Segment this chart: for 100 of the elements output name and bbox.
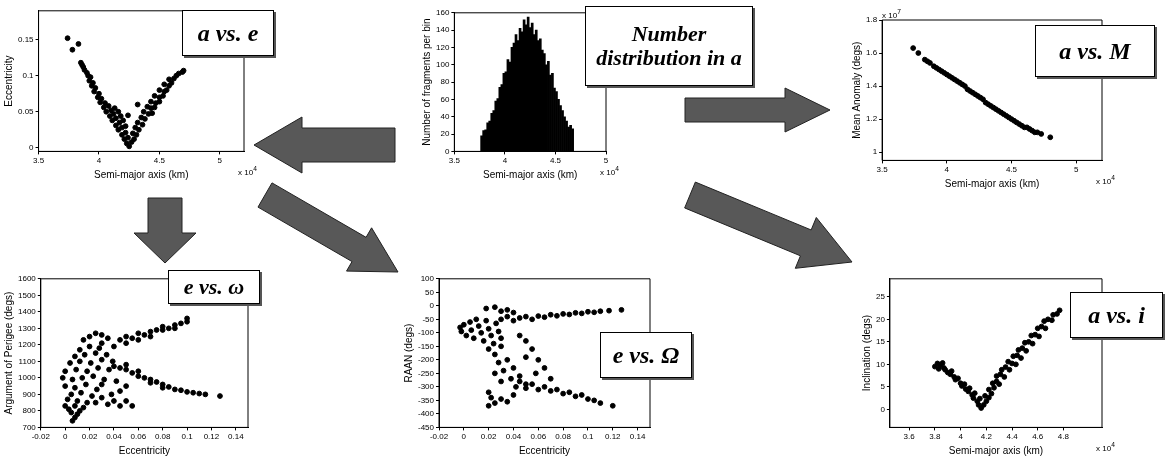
x-tick-label: 4.5 bbox=[1005, 165, 1018, 175]
y-tick-label: -150 bbox=[418, 341, 435, 351]
x-tick-label: 4 bbox=[502, 156, 508, 166]
y-tick-label: -350 bbox=[418, 395, 435, 405]
y-tick-label: 20 bbox=[875, 314, 886, 324]
y-axis-title: Eccentricity bbox=[2, 55, 14, 107]
y-tick-label: 100 bbox=[435, 59, 450, 69]
y-tick-label: 15 bbox=[875, 337, 886, 347]
x-tick-label: 5 bbox=[603, 156, 609, 166]
y-tick-label: 1100 bbox=[18, 356, 37, 366]
text: x 10$^{4}$ bbox=[1096, 173, 1115, 188]
x-tick-label: 0.1 bbox=[582, 432, 595, 442]
x-tick-label: 4.2 bbox=[980, 432, 993, 442]
y-tick-label: 10 bbox=[875, 359, 886, 369]
x-tick-label: 3.5 bbox=[876, 165, 889, 175]
chart-title: e vs. ω bbox=[183, 273, 245, 300]
y-tick-label: 80 bbox=[440, 77, 450, 87]
x-tick-label: 0.06 bbox=[530, 432, 547, 442]
x-tick-label: 0.02 bbox=[480, 432, 497, 442]
y-axis-title: Mean Anomaly (degs) bbox=[850, 41, 862, 139]
x-tick-label: 0.14 bbox=[228, 432, 245, 442]
y-tick-label: 0 bbox=[29, 143, 35, 152]
x-tick-label: 0.04 bbox=[106, 432, 123, 442]
x-tick-label: 0.1 bbox=[181, 432, 194, 442]
x-tick-label: 4.8 bbox=[1057, 432, 1070, 442]
y-tick-label: 1400 bbox=[18, 307, 37, 317]
text: a vs. i bbox=[1088, 301, 1145, 329]
x-axis-title: Semi-major axis (km) bbox=[944, 177, 1040, 189]
x-tick-label: 0.04 bbox=[505, 432, 522, 442]
y-tick-label: 20 bbox=[440, 129, 450, 139]
y-tick-label: 1.6 bbox=[866, 48, 878, 58]
y-tick-label: 700 bbox=[22, 422, 37, 432]
x-tick-label: 0.14 bbox=[629, 432, 646, 442]
y-tick-label: 1.4 bbox=[866, 81, 878, 91]
y-tick-label: 0.15 bbox=[17, 34, 35, 44]
x-axis-title: Semi-major axis (km) bbox=[482, 168, 578, 180]
y-tick-label: -200 bbox=[418, 355, 435, 365]
text: x 10$^{4}$ bbox=[238, 164, 257, 179]
y-tick-label: 1.2 bbox=[866, 114, 878, 124]
y-axis-title: Argument of Perigee (degs) bbox=[2, 291, 14, 415]
y-tick-label: -300 bbox=[418, 382, 435, 392]
x-axis-title: Eccentricity bbox=[518, 444, 571, 456]
text: a vs. M bbox=[1059, 37, 1131, 65]
y-axis-title: RAAN (degs) bbox=[402, 323, 414, 383]
x-tick-label: 0.08 bbox=[555, 432, 572, 442]
x-axis-title: Semi-major axis (km) bbox=[94, 168, 189, 180]
y-tick-label: 50 bbox=[425, 287, 435, 297]
x-tick-label: 4.6 bbox=[1032, 432, 1044, 442]
x-tick-label: 4.5 bbox=[549, 156, 562, 166]
y-tick-label: 0 bbox=[880, 404, 886, 414]
y-tick-label: 60 bbox=[440, 94, 450, 104]
y-tick-label: 1600 bbox=[18, 274, 37, 283]
x-tick-label: 5 bbox=[217, 156, 223, 166]
y-tick-label: 1500 bbox=[18, 290, 37, 300]
y-tick-label: 0 bbox=[429, 301, 435, 311]
chart-title: a vs. e bbox=[197, 19, 259, 47]
y-tick-label: 120 bbox=[435, 42, 450, 52]
x-tick-label: 4.4 bbox=[1006, 432, 1019, 442]
y-tick-label: -400 bbox=[418, 409, 435, 419]
y-tick-label: -450 bbox=[418, 422, 435, 432]
y-tick-label: 100 bbox=[420, 274, 435, 283]
y-tick-label: 1200 bbox=[18, 340, 37, 350]
y-tick-label: 5 bbox=[880, 382, 886, 392]
text: Number distribution in a bbox=[595, 20, 743, 71]
x-tick-label: 0 bbox=[461, 432, 467, 442]
y-tick-label: 0.1 bbox=[22, 70, 35, 80]
x-tick-label: 5 bbox=[1073, 165, 1079, 175]
x-tick-label: 0 bbox=[62, 432, 68, 442]
y-tick-label: 1000 bbox=[18, 373, 37, 383]
y-axis-title: Inclination (degs) bbox=[860, 315, 872, 392]
y-tick-label: 160 bbox=[435, 8, 450, 17]
x-tick-label: -0.02 bbox=[429, 432, 449, 442]
y-tick-label: -100 bbox=[418, 328, 435, 338]
x-tick-label: 4 bbox=[958, 432, 964, 442]
x-tick-label: 3.5 bbox=[33, 156, 45, 166]
x-tick-label: 0.08 bbox=[154, 432, 172, 442]
y-tick-label: 140 bbox=[435, 25, 450, 35]
text: e vs. Ω bbox=[612, 341, 680, 369]
x-tick-label: 0.12 bbox=[203, 432, 220, 442]
y-tick-label: -250 bbox=[418, 368, 435, 378]
x-tick-label: 0.12 bbox=[604, 432, 622, 442]
x-tick-label: 3.8 bbox=[929, 432, 941, 442]
x-axis-title: Eccentricity bbox=[118, 444, 170, 456]
x-tick-label: 4 bbox=[944, 165, 950, 175]
y-tick-label: 25 bbox=[875, 292, 886, 302]
y-tick-label: 40 bbox=[440, 111, 450, 121]
x-tick-label: 0.06 bbox=[130, 432, 147, 442]
x-axis-title: Semi-major axis (km) bbox=[948, 444, 1044, 456]
y-tick-label: 900 bbox=[22, 389, 37, 399]
y-tick-label: -50 bbox=[422, 314, 435, 324]
y-axis-title: Number of fragments per bin bbox=[420, 18, 432, 146]
y-tick-label: 1.8 bbox=[866, 15, 878, 25]
x-tick-label: 4.5 bbox=[153, 156, 166, 166]
y-tick-label: 0.05 bbox=[17, 106, 35, 116]
x-tick-label: -0.02 bbox=[31, 432, 51, 442]
x-tick-label: 0.02 bbox=[81, 432, 98, 442]
y-tick-label: 1 bbox=[872, 147, 878, 157]
x-tick-label: 3.6 bbox=[903, 432, 916, 442]
y-tick-label: 0 bbox=[444, 146, 450, 156]
x-tick-label: 3.5 bbox=[448, 156, 461, 166]
